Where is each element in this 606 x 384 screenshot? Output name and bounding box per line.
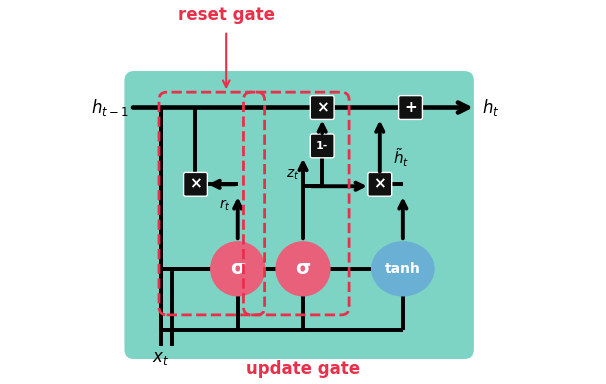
FancyBboxPatch shape: [184, 172, 207, 196]
Text: +: +: [404, 100, 417, 115]
Text: 1-: 1-: [316, 141, 328, 151]
Text: ×: ×: [316, 100, 328, 115]
FancyBboxPatch shape: [399, 96, 422, 119]
Text: $z_t$: $z_t$: [285, 167, 299, 182]
FancyBboxPatch shape: [310, 134, 334, 158]
Text: $r_t$: $r_t$: [219, 198, 230, 213]
Text: ×: ×: [373, 177, 386, 192]
Ellipse shape: [275, 241, 331, 296]
Text: $h_t$: $h_t$: [482, 97, 499, 118]
Text: $\tilde{h}_t$: $\tilde{h}_t$: [393, 146, 410, 169]
Text: ×: ×: [189, 177, 202, 192]
Text: $h_{t-1}$: $h_{t-1}$: [90, 97, 128, 118]
Ellipse shape: [371, 241, 435, 296]
FancyBboxPatch shape: [368, 172, 391, 196]
Ellipse shape: [210, 241, 265, 296]
Text: tanh: tanh: [385, 262, 421, 276]
Text: σ: σ: [230, 259, 245, 278]
FancyBboxPatch shape: [310, 96, 334, 119]
FancyBboxPatch shape: [124, 71, 474, 359]
Text: update gate: update gate: [246, 360, 360, 377]
Text: reset gate: reset gate: [178, 7, 275, 24]
Text: σ: σ: [295, 259, 311, 278]
Text: $x_t$: $x_t$: [152, 349, 170, 367]
